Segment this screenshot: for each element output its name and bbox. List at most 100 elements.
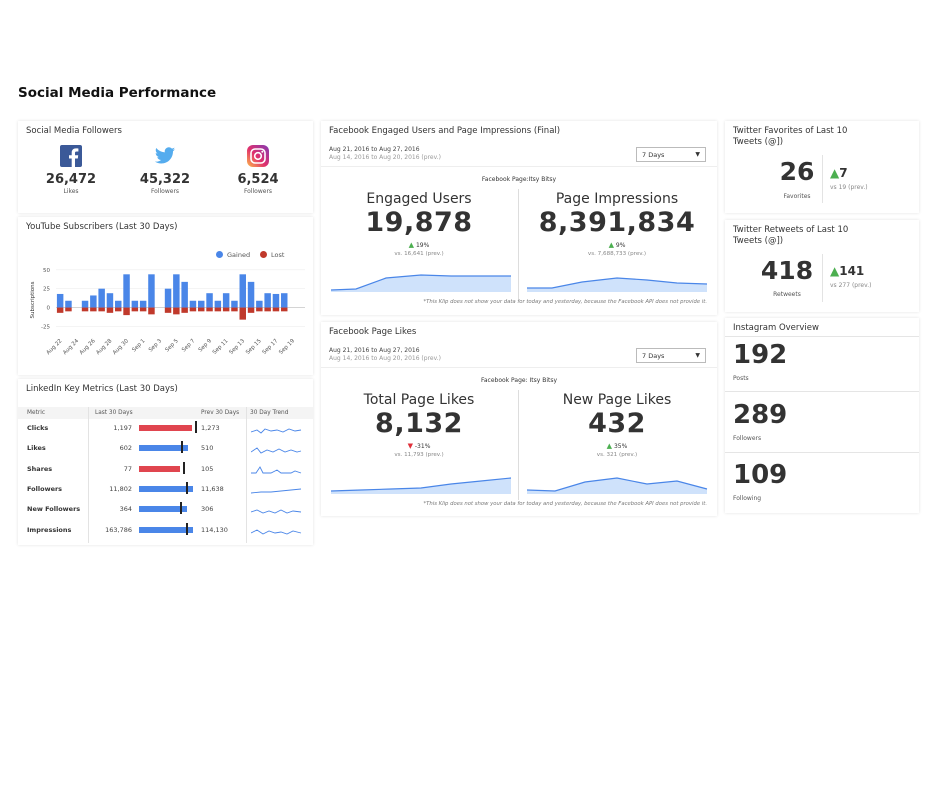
down-arrow-icon: ▼ [407,442,413,450]
date-range-prev: Aug 14, 2016 to Aug 20, 2016 (prev.) [329,355,441,362]
caret-down-icon: ▼ [695,352,700,359]
total-page-likes-metric: Total Page Likes 8,132 ▼ -31% vs. 11,793… [321,392,517,458]
lost-bar [198,307,205,312]
trend-sparkline [251,488,302,494]
table-row: Shares 77 105 [18,461,313,481]
followers-label: Followers [733,435,762,442]
panel-title: Twitter Retweets of Last 10 Tweets (@]) [733,225,849,246]
lost-bar [189,307,197,312]
up-arrow-icon: ▲ [408,241,415,249]
lost-bar [81,307,89,312]
gained-bar [239,274,246,308]
lost-bar [239,307,246,320]
panel-title: Instagram Overview [733,323,819,333]
gained-bar [214,300,222,308]
lost-bar [148,307,155,315]
metric-pct: 9% [615,242,626,249]
table-header-bg [18,407,313,419]
facebook-likes-value: 26,472 [45,172,97,187]
prev-30-value: 105 [201,464,214,473]
legend-gained-label: Gained [227,251,251,259]
gained-bar [173,274,180,308]
panel-title: YouTube Subscribers (Last 30 Days) [26,222,178,232]
gained-bar [247,281,255,308]
gained-bar [106,293,114,308]
social-followers-panel: Social Media Followers 26,472 Likes 45,3… [18,121,313,213]
metric-name: Clicks [27,424,49,432]
gained-bar [189,300,197,308]
posts-value: 192 [733,340,788,370]
metric-value: 19,878 [365,207,473,238]
prev-30-value: 510 [201,444,214,453]
panel-title: Social Media Followers [26,126,122,136]
engaged-users-sparkline [331,274,511,292]
prev-marker [181,441,183,454]
gained-bar [281,293,288,308]
engaged-users-metric: Engaged Users 19,878 ▲ 19% vs. 16,641 (p… [321,191,517,257]
gained-bar [272,293,280,308]
last-30-value: 364 [119,505,132,514]
panel-title: Twitter Favorites of Last 10 Tweets (@]) [733,126,848,147]
metric-name: Shares [27,464,53,473]
prev-marker [186,522,188,535]
metric-heading: Engaged Users [366,191,472,207]
youtube-panel: YouTube Subscribers (Last 30 Days) Gaine… [18,217,313,375]
metric-heading: Page Impressions [555,191,679,207]
up-arrow-icon: ▲ [606,442,613,450]
legend-lost-label: Lost [271,251,285,259]
metric-prev: vs. 7,688,733 (prev.) [587,251,647,257]
retweets-delta: 141 [839,264,865,278]
date-range-current: Aug 21, 2016 to Aug 27, 2016 [329,146,420,153]
lost-bar [98,307,105,312]
gained-bar [123,274,130,308]
api-note: *This Klip does not show your data for t… [423,501,707,507]
lost-bar [222,307,230,312]
gained-bar [231,300,238,308]
prev-marker [195,421,197,433]
date-range-prev: Aug 14, 2016 to Aug 20, 2016 (prev.) [329,154,441,161]
x-tick-label: Aug 26 [79,338,97,356]
prev-30-value: 11,638 [201,484,224,493]
date-range: Aug 21, 2016 to Aug 27, 2016 Aug 14, 201… [329,146,441,162]
gained-bar [256,300,263,308]
metric-heading: New Page Likes [562,392,672,408]
metric-pct: -31% [414,443,431,450]
table-row: Clicks 1,197 1,273 [18,420,313,440]
lost-bar [164,307,172,313]
gained-bar [148,274,155,308]
metric-pct: 35% [613,443,628,450]
favorites-delta: 7 [839,166,848,180]
facebook-likes-label: Likes [63,188,79,195]
metric-value: 8,391,834 [538,207,696,238]
header-metric: Metric [27,410,46,416]
following-value: 109 [733,460,788,490]
trend-sparkline [251,465,302,474]
page-label: Facebook Page:Itsy Bitsy [481,176,557,183]
instagram-followers-value: 6,524 [237,172,279,187]
period-select[interactable]: 7 Days ▼ [636,348,706,363]
prev-marker [186,481,188,494]
header-last: Last 30 Days [95,410,133,416]
dashboard-title: Social Media Performance [18,85,217,101]
new-page-likes-metric: New Page Likes 432 ▲ 35% vs. 321 (prev.) [519,392,715,458]
up-arrow-icon: ▲ [830,264,840,278]
gained-bar [81,300,89,308]
gained-bar [139,300,147,308]
trend-sparkline [251,509,302,514]
lost-bar [247,307,255,313]
comparison-bar [139,445,188,452]
metric-prev: vs. 11,793 (prev.) [394,452,444,458]
x-tick-label: Sep 7 [181,338,197,354]
period-select[interactable]: 7 Days ▼ [636,147,706,162]
x-tick-label: Sep 9 [198,338,214,354]
gained-bar [222,293,230,308]
y-tick-label: 25 [43,287,50,293]
gained-bar [206,293,213,308]
panel-title: Facebook Engaged Users and Page Impressi… [329,126,561,136]
metric-value: 432 [588,408,646,439]
legend-gained: Gained [216,251,250,259]
linkedin-panel: LinkedIn Key Metrics (Last 30 Days) Metr… [18,379,313,545]
y-tick-label: 50 [43,268,50,274]
instagram-icon [247,145,269,167]
x-tick-label: Sep 3 [148,338,164,354]
